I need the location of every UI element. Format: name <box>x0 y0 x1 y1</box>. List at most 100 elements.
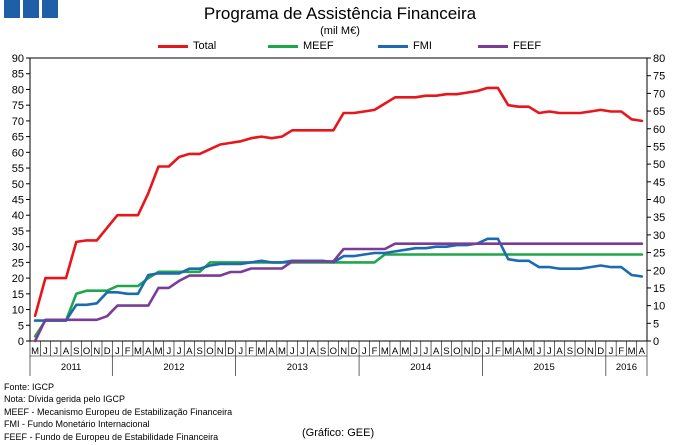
note-feef: FEEF - Fundo de Europeu de Estabilidade … <box>4 431 232 443</box>
month-label: F <box>248 346 254 357</box>
month-label: N <box>587 346 594 357</box>
note-meef: MEEF - Mecanismo Europeu de Estabilizaçã… <box>4 406 232 418</box>
month-label: S <box>73 346 79 357</box>
series-line-fmi <box>35 239 642 321</box>
month-label: J <box>609 346 614 357</box>
year-label: 2013 <box>287 362 308 373</box>
month-label: S <box>320 346 326 357</box>
note-source: Fonte: IGCP <box>4 381 232 393</box>
chart-credit: (Gráfico: GEE) <box>302 427 374 439</box>
month-label: N <box>217 346 224 357</box>
month-label: J <box>115 346 120 357</box>
year-label: 2011 <box>61 362 81 373</box>
month-label: D <box>227 346 234 357</box>
month-label: J <box>53 346 58 357</box>
month-label: M <box>381 346 389 357</box>
month-label: D <box>597 346 604 357</box>
right-tick-label: 5 <box>653 318 659 330</box>
month-label: F <box>618 346 624 357</box>
month-label: J <box>485 346 490 357</box>
left-tick-label: 50 <box>12 179 24 191</box>
chart-plot: 0 5 10 15 20 25 30 35 40 45 50 55 60 65 70 75 80 85 90 0 5 10… <box>0 0 680 445</box>
left-tick-label: 25 <box>12 257 24 269</box>
month-label: J <box>43 346 48 357</box>
month-label: J <box>166 346 171 357</box>
month-label: A <box>63 346 70 357</box>
right-tick-label: 15 <box>653 283 665 295</box>
month-label: O <box>83 346 90 357</box>
right-tick-label: 80 <box>653 53 665 65</box>
month-label: M <box>134 346 142 357</box>
left-tick-label: 80 <box>12 84 24 96</box>
month-label: A <box>310 346 317 357</box>
month-label: O <box>206 346 213 357</box>
month-label: A <box>433 346 440 357</box>
month-label: A <box>186 346 193 357</box>
right-tick-label: 10 <box>653 301 665 313</box>
left-tick-label: 5 <box>18 320 24 332</box>
month-label: O <box>330 346 337 357</box>
month-label: M <box>628 346 636 357</box>
plot-frame <box>30 58 647 341</box>
month-label: S <box>443 346 449 357</box>
right-tick-label: 0 <box>653 336 659 348</box>
left-tick-label: 35 <box>12 226 24 238</box>
left-tick-label: 10 <box>12 305 24 317</box>
month-label: J <box>177 346 182 357</box>
month-label: N <box>93 346 100 357</box>
left-tick-label: 60 <box>12 147 24 159</box>
right-tick-label: 30 <box>653 230 665 242</box>
year-label: 2014 <box>410 362 431 373</box>
left-tick-label: 30 <box>12 242 24 254</box>
left-tick-label: 0 <box>18 336 24 348</box>
right-tick-label: 50 <box>653 159 665 171</box>
year-label: 2015 <box>534 362 555 373</box>
month-label: A <box>556 346 563 357</box>
right-tick-label: 75 <box>653 71 665 83</box>
left-tick-label: 70 <box>12 116 24 128</box>
month-label: S <box>567 346 573 357</box>
month-label: D <box>104 346 111 357</box>
month-label: J <box>424 346 429 357</box>
chart-notes: Fonte: IGCP Nota: Dívida gerida pelo IGC… <box>4 381 232 443</box>
left-tick-label: 20 <box>12 273 24 285</box>
month-label: M <box>504 346 512 357</box>
month-label: O <box>576 346 583 357</box>
right-tick-label: 45 <box>653 177 665 189</box>
year-label: 2012 <box>163 362 184 373</box>
note-fmi: FMI - Fundo Monetário Internacional <box>4 418 232 430</box>
left-tick-label: 90 <box>12 53 24 65</box>
month-label: M <box>525 346 533 357</box>
month-label: N <box>340 346 347 357</box>
year-label: 2016 <box>616 362 637 373</box>
left-tick-label: 40 <box>12 210 24 222</box>
right-tick-label: 40 <box>653 195 665 207</box>
month-label: J <box>413 346 418 357</box>
note-managed-debt: Nota: Dívida gerida pelo IGCP <box>4 393 232 405</box>
right-tick-label: 70 <box>653 88 665 100</box>
month-label: F <box>125 346 131 357</box>
left-tick-label: 65 <box>12 132 24 144</box>
right-tick-label: 35 <box>653 212 665 224</box>
month-label: M <box>257 346 265 357</box>
month-label: N <box>464 346 471 357</box>
month-label: A <box>392 346 399 357</box>
left-tick-label: 55 <box>12 163 24 175</box>
month-label: J <box>290 346 295 357</box>
month-label: M <box>278 346 286 357</box>
left-tick-label: 75 <box>12 100 24 112</box>
month-label: F <box>372 346 378 357</box>
left-tick-label: 85 <box>12 69 24 81</box>
month-label: J <box>238 346 243 357</box>
month-label: A <box>145 346 152 357</box>
month-label: S <box>197 346 203 357</box>
month-label: M <box>401 346 409 357</box>
month-label: D <box>350 346 357 357</box>
right-tick-label: 65 <box>653 106 665 118</box>
month-label: J <box>537 346 542 357</box>
right-tick-label: 20 <box>653 265 665 277</box>
right-tick-label: 55 <box>653 141 665 153</box>
left-tick-label: 45 <box>12 195 24 207</box>
month-label: A <box>515 346 522 357</box>
month-label: F <box>495 346 501 357</box>
